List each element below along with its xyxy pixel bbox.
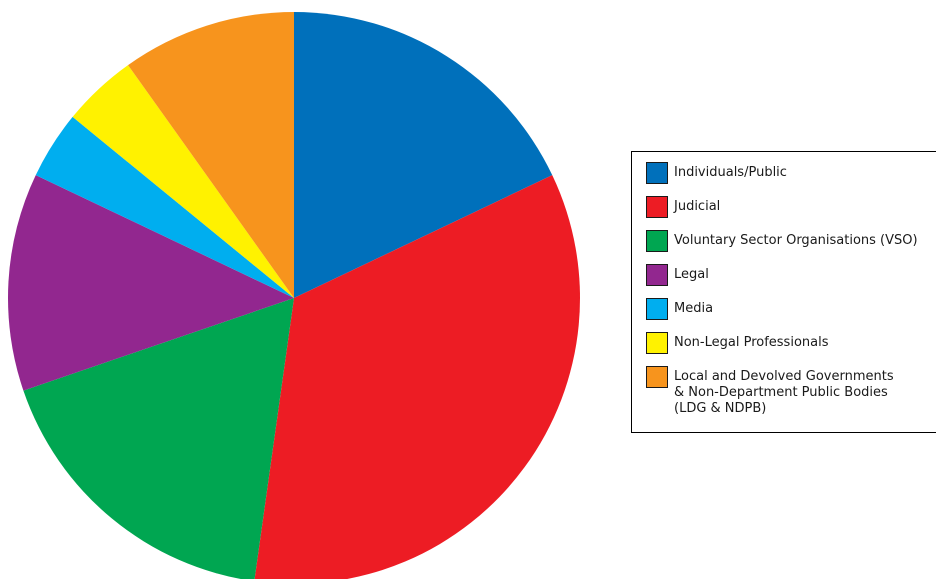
legend-label-non-legal-professionals: Non-Legal Professionals xyxy=(674,335,829,350)
legend-item-individuals-public: Individuals/Public xyxy=(646,162,936,186)
pie-slice-media xyxy=(35,116,294,298)
pie-chart xyxy=(7,12,580,579)
legend-item-ldg-ndpb: Local and Devolved Governments & Non-Dep… xyxy=(646,366,936,417)
legend-item-legal: Legal xyxy=(646,264,936,288)
legend-label-vso: Voluntary Sector Organisations (VSO) xyxy=(674,233,918,248)
chart-legend: Individuals/Public Judicial Voluntary Se… xyxy=(631,151,936,433)
legend-label-media: Media xyxy=(674,301,714,316)
legend-swatch-judicial xyxy=(646,196,668,218)
legend-item-vso: Voluntary Sector Organisations (VSO) xyxy=(646,230,936,254)
legend-swatch-individuals-public xyxy=(646,162,668,184)
legend-item-non-legal-professionals: Non-Legal Professionals xyxy=(646,332,936,356)
pie-slice-judicial xyxy=(254,175,580,579)
legend-label-individuals-public: Individuals/Public xyxy=(674,165,787,180)
pie-slice-local-and-devolved-governments xyxy=(128,12,294,298)
pie-slice-non-legal-professionals xyxy=(72,65,294,298)
legend-item-judicial: Judicial xyxy=(646,196,936,220)
legend-label-legal: Legal xyxy=(674,267,709,282)
pie-slice-legal xyxy=(7,175,295,391)
legend-swatch-non-legal-professionals xyxy=(646,332,668,354)
legend-label-ldg-ndpb: Local and Devolved Governments & Non-Dep… xyxy=(674,369,894,416)
pie-slice-individuals-public xyxy=(294,12,553,298)
legend-label-judicial: Judicial xyxy=(674,199,721,214)
legend-swatch-vso xyxy=(646,230,668,252)
legend-item-media: Media xyxy=(646,298,936,322)
legend-swatch-ldg-ndpb xyxy=(646,366,668,388)
pie-slice-voluntary-sector-organisations-vso xyxy=(23,298,294,579)
legend-swatch-legal xyxy=(646,264,668,286)
legend-swatch-media xyxy=(646,298,668,320)
